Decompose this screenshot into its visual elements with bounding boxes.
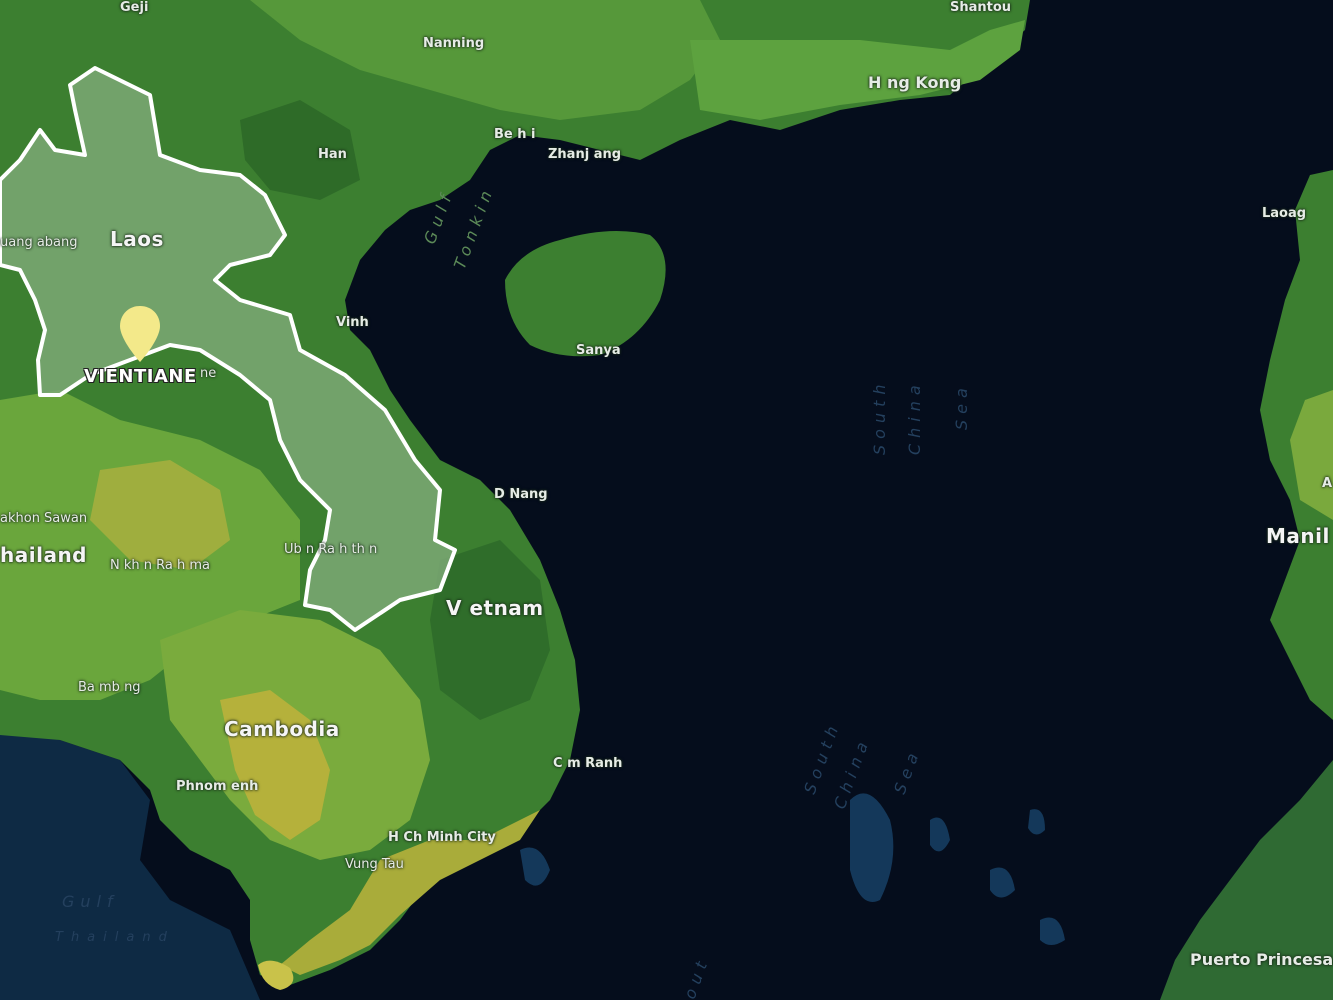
country-label-philippines-manila: Manil	[1266, 524, 1330, 548]
city-label-da-nang: D Nang	[494, 487, 548, 502]
city-label-beihai: Be h i	[494, 127, 536, 142]
philippines-palawan	[1160, 760, 1333, 1000]
land-yellow-cambodia	[220, 690, 330, 840]
country-label-vietnam: V etnam	[446, 596, 544, 620]
laos-highlight[interactable]	[0, 66, 457, 632]
water-label-south-china-sea-3: Sea	[952, 382, 971, 430]
city-label-zhanjiang: Zhanj ang	[548, 147, 622, 162]
city-label-hanoi: Han	[318, 147, 347, 162]
capital-label-vientiane[interactable]: VIENTIANE	[84, 366, 197, 387]
city-label-ho-chi-minh-city: H Ch Minh City	[388, 830, 496, 845]
city-label-nanning: Nanning	[423, 36, 485, 51]
land-dark-north	[240, 100, 360, 200]
water-label-gulf-thailand-2: Thailand	[55, 930, 175, 945]
land-yellow-south-tip	[258, 960, 294, 990]
city-label-nakhon: N kh n Ra h ma	[110, 558, 210, 573]
city-label-ubon: Ub n Ra h th n	[284, 542, 378, 557]
city-label-a-edge: A	[1322, 476, 1333, 491]
city-label-vientiane-under: ne	[200, 366, 217, 381]
location-pin-icon[interactable]	[118, 304, 162, 364]
city-label-laoag: Laoag	[1262, 206, 1307, 221]
land-light-coast	[690, 20, 1025, 120]
city-label-shantou: Shantou	[950, 0, 1012, 15]
city-label-luang-prabang: uang abang	[0, 235, 78, 250]
country-label-laos: Laos	[110, 227, 164, 251]
city-label-battambang: Ba mb ng	[78, 680, 141, 695]
city-label-gejiu: Geji	[120, 0, 149, 15]
city-label-vinh: Vinh	[336, 315, 369, 330]
water-label-gulf-thailand-1: Gulf	[62, 892, 119, 911]
country-label-thailand: hailand	[0, 543, 87, 567]
land-light-north	[250, 0, 720, 120]
country-label-cambodia: Cambodia	[224, 717, 340, 741]
city-label-hong-kong: H ng Kong	[868, 73, 962, 92]
city-label-phnom-penh: Phnom enh	[176, 779, 259, 794]
land-yellow-vietnam-south	[280, 810, 540, 975]
city-label-vung-tau: Vung Tau	[345, 857, 404, 872]
philippines-light	[1290, 390, 1333, 520]
water-label-south-china-sea-1: South	[870, 378, 889, 456]
city-label-cam-ranh: C m Ranh	[553, 756, 623, 771]
city-label-sakhon: akhon Sawan	[0, 511, 88, 526]
city-label-sanya: Sanya	[576, 343, 621, 358]
land-yellow-thailand	[90, 460, 230, 570]
land-dark-vietnam	[430, 540, 550, 720]
hainan-island	[505, 231, 666, 357]
shallow-water-gulf-thailand	[0, 730, 260, 1000]
water-label-south-china-sea-2: China	[905, 379, 924, 455]
city-label-puerto-princesa: Puerto Princesa	[1190, 950, 1333, 969]
